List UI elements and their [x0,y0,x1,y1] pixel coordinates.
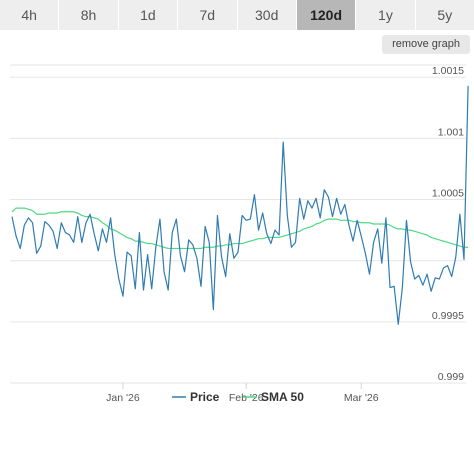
legend-item-sma-50[interactable]: SMA 50 [243,390,304,404]
tab-1y[interactable]: 1y [356,0,416,30]
tab-120d[interactable]: 120d [296,0,357,30]
y-axis-ticks: 0.999 0.9995 1.0005 1.001 1.0015 [432,65,464,383]
y-tick-label: 1.0015 [432,65,464,77]
price-series-line [11,85,469,325]
legend-item-price[interactable]: Price [172,390,220,404]
tab-30d[interactable]: 30d [237,0,297,30]
legend-label: SMA 50 [261,390,304,404]
remove-graph-button[interactable]: remove graph [382,35,470,54]
price-chart: 0.999 0.9995 1.0005 1.001 1.0015 Jan '26 Feb … [10,64,469,404]
y-tick-label: 0.9995 [432,310,464,322]
y-tick-label: 1.0005 [432,188,464,200]
tab-1d[interactable]: 1d [118,0,179,30]
range-tabs: 4h 8h 1d 7d 30d 120d 1y 5y [0,0,474,30]
legend-label: Price [190,390,220,404]
chart-legend: Price SMA 50 [172,390,304,404]
chart-series [11,85,469,325]
y-tick-label: 0.999 [438,371,464,383]
tab-7d[interactable]: 7d [178,0,238,30]
y-tick-label: 1.001 [438,126,464,138]
x-tick-label: Feb '26 [229,392,264,404]
sma-50-series-line [11,207,469,250]
x-tick-label: Mar '26 [344,392,379,404]
x-axis-ticks: Jan '26 Feb '26 Mar '26 [106,383,379,404]
x-tick-label: Jan '26 [106,392,140,404]
chart-grid [10,64,466,384]
tab-8h[interactable]: 8h [59,0,119,30]
tab-4h[interactable]: 4h [0,0,60,30]
tab-5y[interactable]: 5y [415,0,474,30]
